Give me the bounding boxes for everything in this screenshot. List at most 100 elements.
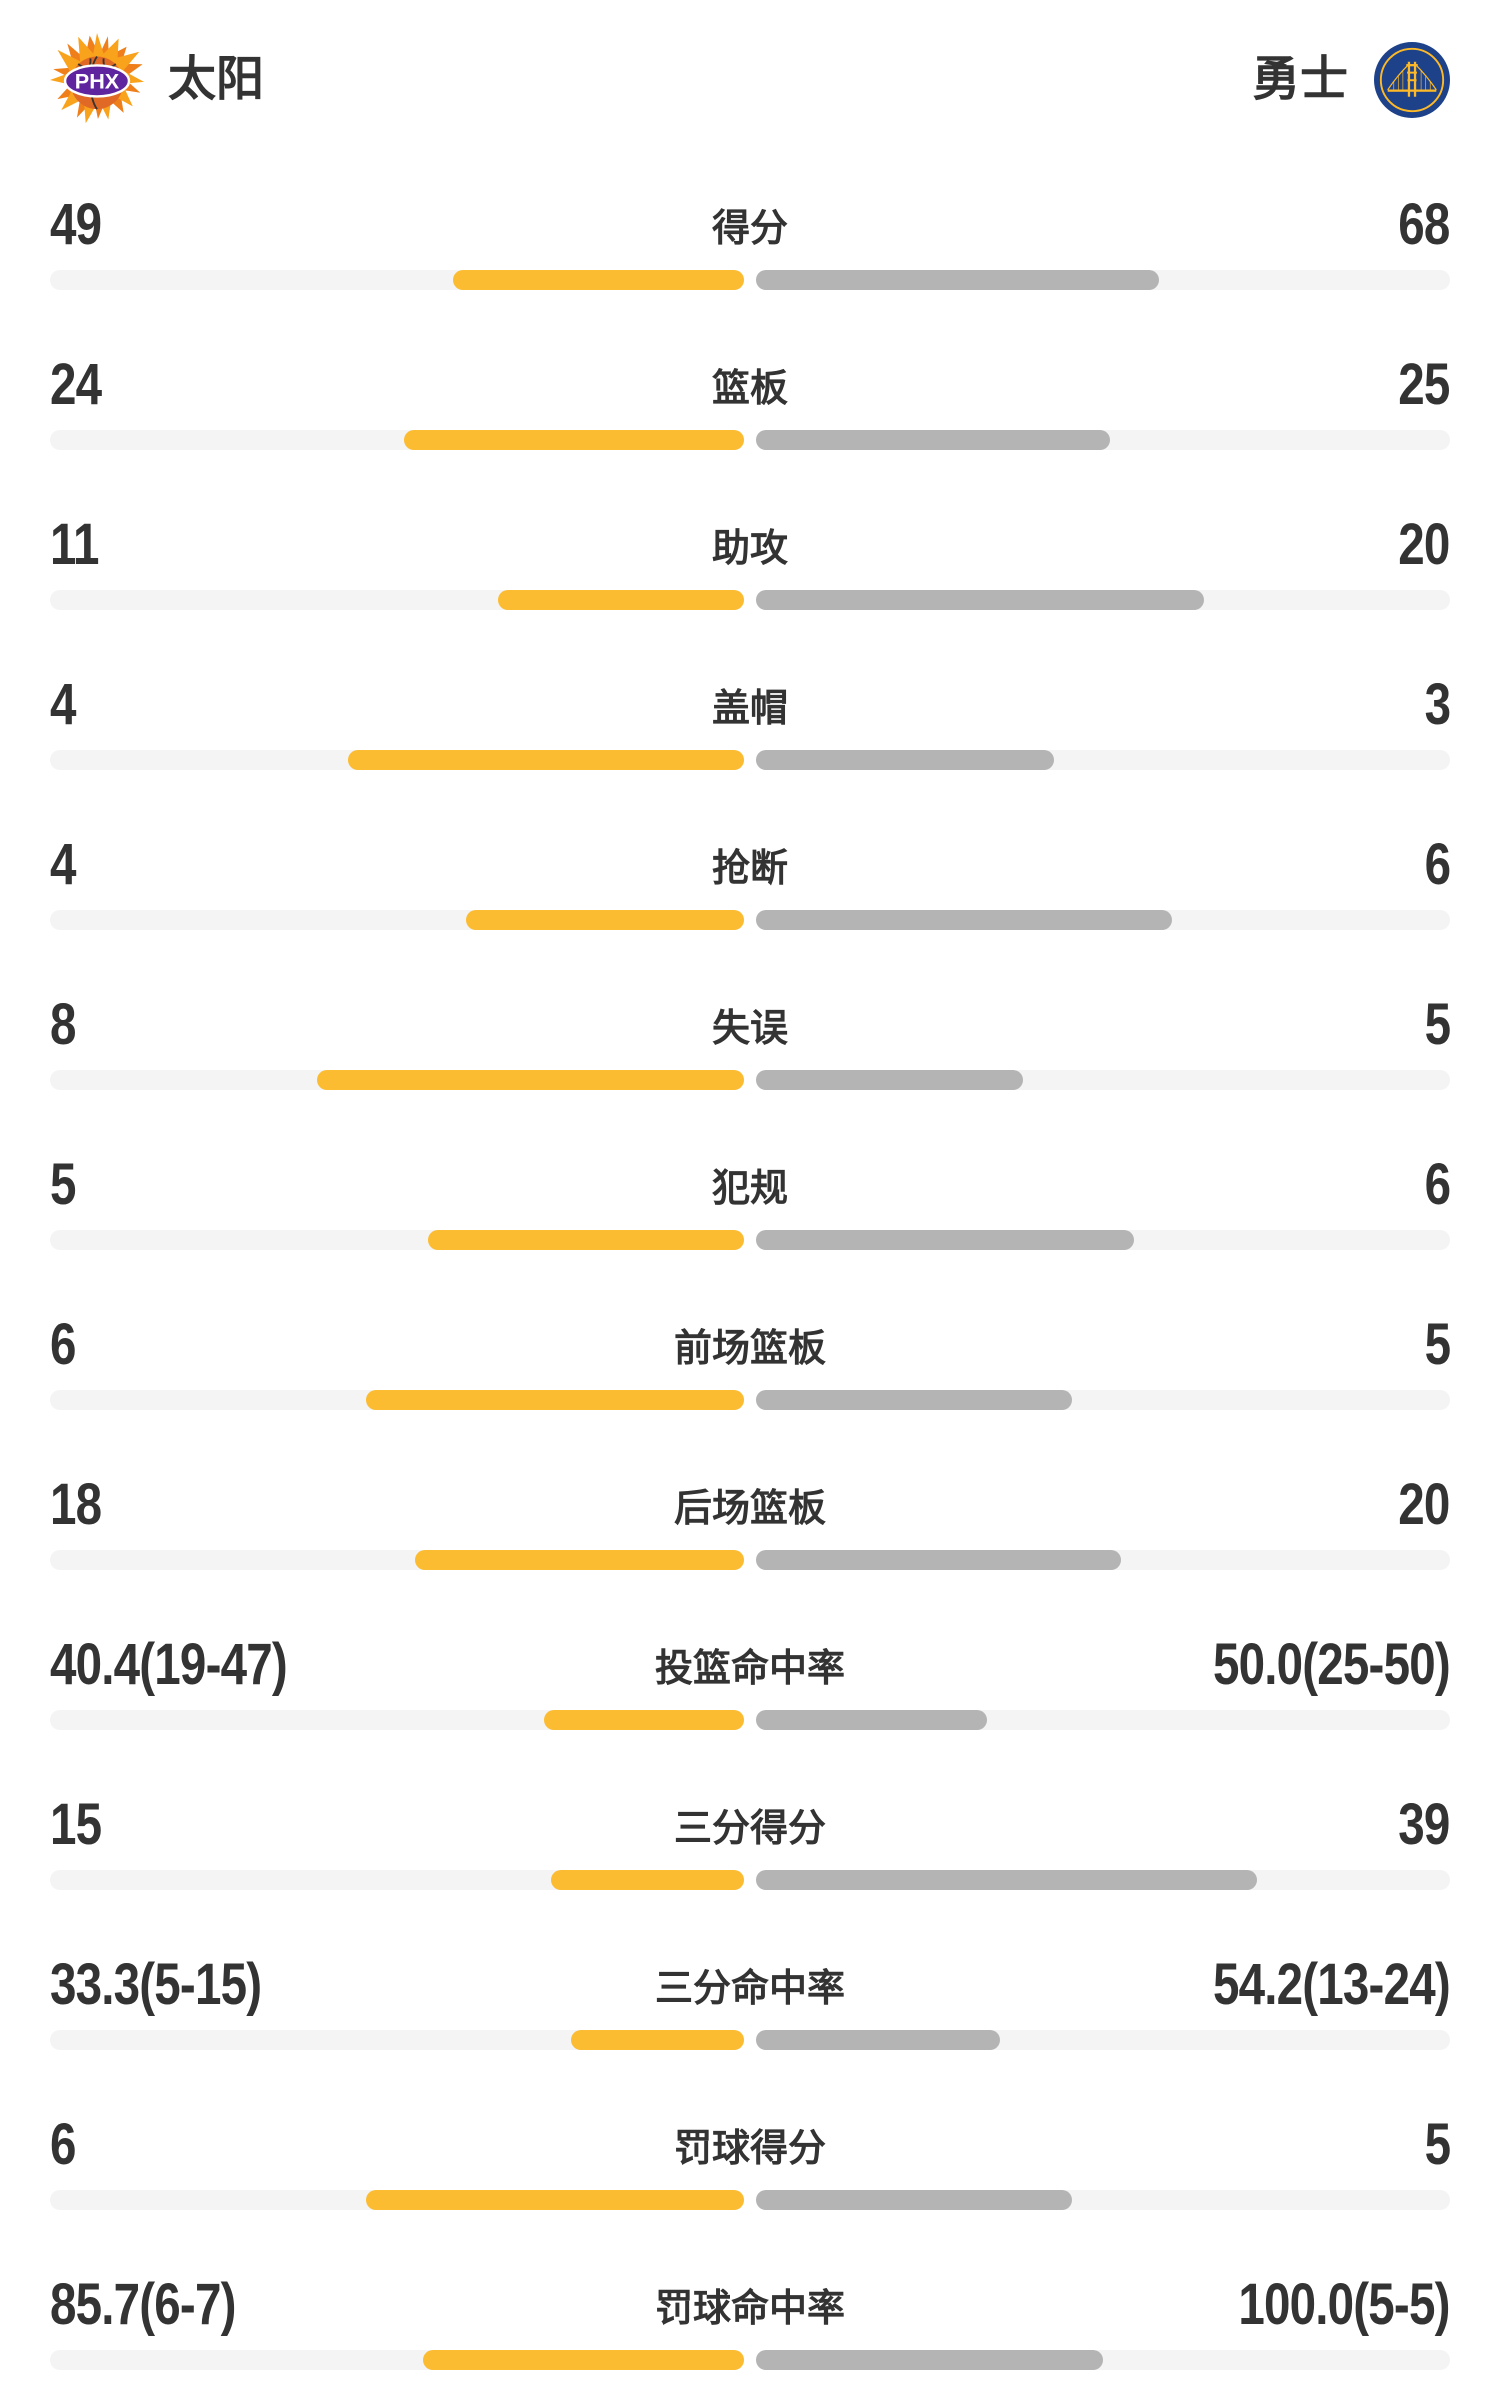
stat-label: 投篮命中率	[654, 1648, 845, 1690]
right-team-value: 5	[1424, 1312, 1450, 1377]
team-left-name: 太阳	[168, 53, 265, 106]
right-bar-track	[756, 1710, 1450, 1730]
right-bar-track	[756, 2350, 1450, 2370]
right-bar-fill	[756, 1550, 1122, 1570]
stat-label: 助攻	[711, 528, 788, 570]
right-bar-track	[756, 1230, 1450, 1250]
left-bar-fill	[317, 1070, 744, 1090]
right-bar-fill	[756, 750, 1054, 770]
left-bar-track	[50, 590, 744, 610]
stat-bar	[50, 430, 1450, 450]
right-bar-track	[756, 1550, 1450, 1570]
left-bar-fill	[423, 2350, 744, 2370]
left-bar-track	[50, 2350, 744, 2370]
right-team-value: 100.0(5-5)	[1238, 2272, 1451, 2337]
right-bar-fill	[756, 430, 1110, 450]
left-team-value: 24	[50, 352, 102, 417]
left-bar-fill	[403, 430, 744, 450]
warriors-logo-icon	[1374, 42, 1450, 118]
stat-bar	[50, 1390, 1450, 1410]
right-bar-track	[756, 270, 1450, 290]
right-bar-track	[756, 590, 1450, 610]
stat-label: 罚球命中率	[654, 2288, 845, 2330]
stat-row: 15 三分得分 39	[50, 1791, 1451, 1890]
right-team-value: 25	[1398, 352, 1451, 417]
stat-line: 11 助攻 20	[50, 511, 1451, 577]
stat-label: 抢断	[711, 848, 788, 890]
suns-logo-icon: PHX	[50, 33, 144, 124]
stat-line: 6 罚球得分 5	[50, 2111, 1451, 2177]
right-bar-track	[756, 430, 1450, 450]
stat-label: 篮板	[711, 368, 788, 410]
stat-row: 4 抢断 6	[50, 831, 1451, 930]
right-bar-track	[756, 2190, 1450, 2210]
right-team-value: 20	[1398, 512, 1451, 577]
left-bar-track	[50, 1710, 744, 1730]
left-team-value: 5	[50, 1152, 76, 1217]
left-bar-fill	[466, 910, 744, 930]
team-right-name: 勇士	[1251, 53, 1348, 106]
left-team-value: 18	[50, 1472, 102, 1537]
left-bar-track	[50, 270, 744, 290]
right-bar-track	[756, 2030, 1450, 2050]
stat-line: 5 犯规 6	[50, 1151, 1451, 1217]
left-team-value: 11	[50, 512, 99, 577]
stat-label: 三分命中率	[654, 1968, 845, 2010]
right-bar-fill	[756, 2030, 1000, 2050]
stat-bar	[50, 1870, 1450, 1890]
right-bar-track	[756, 1390, 1450, 1410]
stat-bar	[50, 910, 1450, 930]
stat-row: 5 犯规 6	[50, 1151, 1451, 1250]
right-bar-fill	[756, 910, 1173, 930]
team-right: 勇士	[1252, 34, 1450, 126]
stat-bar	[50, 270, 1450, 290]
right-bar-track	[756, 1070, 1450, 1090]
right-bar-fill	[756, 270, 1160, 290]
left-bar-fill	[453, 270, 744, 290]
right-bar-fill	[756, 1710, 988, 1730]
stat-line: 33.3(5-15) 三分命中率 54.2(13-24)	[50, 1951, 1451, 2017]
left-team-value: 49	[50, 192, 102, 257]
stat-bar	[50, 2190, 1450, 2210]
stat-bar	[50, 590, 1450, 610]
left-bar-fill	[365, 1390, 744, 1410]
left-bar-fill	[544, 1710, 744, 1730]
stat-label: 前场篮板	[673, 1328, 826, 1370]
right-bar-fill	[756, 1390, 1072, 1410]
stat-row: 6 前场篮板 5	[50, 1311, 1451, 1410]
stat-line: 15 三分得分 39	[50, 1791, 1451, 1857]
stat-label: 后场篮板	[673, 1488, 826, 1530]
left-bar-fill	[415, 1550, 744, 1570]
stat-line: 8 失误 5	[50, 991, 1451, 1057]
right-bar-track	[756, 1870, 1450, 1890]
right-team-value: 5	[1424, 992, 1450, 1057]
left-bar-track	[50, 1550, 744, 1570]
stat-label: 罚球得分	[673, 2128, 826, 2170]
stat-row: 24 篮板 25	[50, 351, 1451, 450]
left-team-value: 6	[50, 2112, 76, 2177]
left-bar-track	[50, 1870, 744, 1890]
stat-row: 8 失误 5	[50, 991, 1451, 1090]
stat-bar	[50, 750, 1450, 770]
stat-bar	[50, 2030, 1450, 2050]
left-team-value: 4	[50, 672, 76, 737]
left-team-value: 6	[50, 1312, 76, 1377]
left-team-value: 15	[50, 1792, 102, 1857]
stat-line: 18 后场篮板 20	[50, 1471, 1451, 1537]
stat-label: 三分得分	[673, 1808, 826, 1850]
right-team-value: 6	[1424, 832, 1450, 897]
right-bar-fill	[756, 1070, 1024, 1090]
stat-bar	[50, 1230, 1450, 1250]
left-bar-track	[50, 2190, 744, 2210]
stat-row: 4 盖帽 3	[50, 671, 1451, 770]
stat-line: 6 前场篮板 5	[50, 1311, 1451, 1377]
left-bar-fill	[347, 750, 744, 770]
left-bar-track	[50, 1390, 744, 1410]
right-bar-fill	[756, 2190, 1072, 2210]
right-team-value: 6	[1424, 1152, 1450, 1217]
stat-bar	[50, 1070, 1450, 1090]
left-team-value: 40.4(19-47)	[50, 1632, 288, 1697]
stat-row: 18 后场篮板 20	[50, 1471, 1451, 1570]
stat-row: 6 罚球得分 5	[50, 2111, 1451, 2210]
stat-row: 33.3(5-15) 三分命中率 54.2(13-24)	[50, 1951, 1451, 2050]
